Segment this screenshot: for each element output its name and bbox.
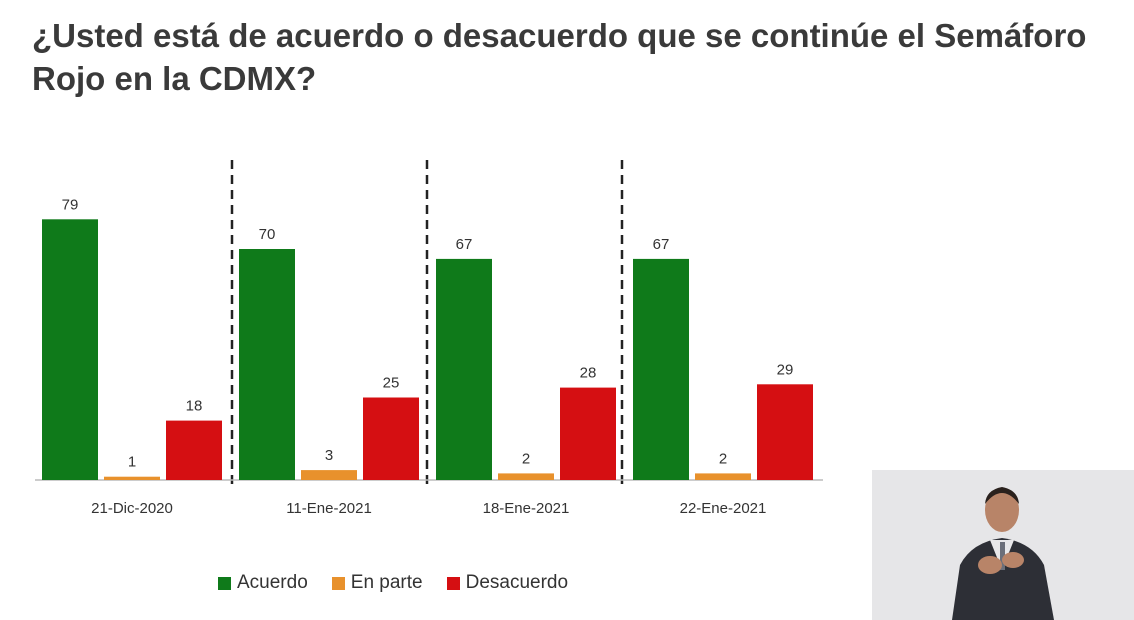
legend-item: En parte — [331, 572, 423, 594]
bar-desacuerdo — [363, 397, 419, 480]
bar-acuerdo — [42, 219, 98, 481]
data-label: 2 — [522, 450, 530, 467]
legend-swatch — [218, 576, 231, 590]
category-label: 21-Dic-2020 — [91, 500, 173, 517]
bar-desacuerdo — [560, 387, 616, 480]
bar-acuerdo — [436, 258, 492, 480]
legend-item: Acuerdo — [218, 572, 308, 594]
data-label: 18 — [186, 398, 203, 415]
legend-label: En parte — [350, 572, 423, 593]
chart-title: ¿Usted está de acuerdo o desacuerdo que … — [32, 17, 1087, 97]
legend-label: Acuerdo — [237, 572, 308, 593]
data-label: 79 — [62, 196, 79, 213]
legend-swatch — [331, 576, 345, 590]
bar-acuerdo — [633, 258, 689, 480]
category-label: 22-Ene-2021 — [680, 500, 767, 517]
data-label: 29 — [777, 361, 794, 378]
data-label: 67 — [653, 236, 670, 253]
legend: Acuerdo En parte Desacuerdo — [218, 572, 568, 594]
bar-en-parte — [104, 476, 160, 480]
legend-swatch — [446, 576, 460, 590]
data-label: 25 — [383, 375, 400, 392]
legend-item: Desacuerdo — [446, 572, 569, 594]
bar-desacuerdo — [166, 420, 222, 480]
data-label: 70 — [259, 226, 276, 243]
data-label: 1 — [128, 454, 136, 471]
bar-en-parte — [301, 470, 357, 480]
data-label: 2 — [719, 450, 727, 467]
sign-language-interpreter-video — [872, 470, 1134, 620]
data-label: 3 — [325, 447, 333, 464]
bar-en-parte — [498, 473, 554, 480]
category-label: 18-Ene-2021 — [483, 500, 570, 517]
data-label: 28 — [580, 365, 597, 382]
legend-label: Desacuerdo — [465, 572, 569, 593]
interpreter-figure — [872, 470, 1134, 620]
category-label: 11-Ene-2021 — [286, 500, 372, 517]
data-label: 67 — [456, 236, 473, 253]
bar-acuerdo — [239, 249, 295, 480]
bar-desacuerdo — [757, 384, 813, 480]
bar-chart: 79 1 18 21-Dic-2020 70 3 25 11-Ene-2021 67 2 28 18-… — [35, 160, 823, 517]
bar-en-parte — [695, 473, 751, 480]
